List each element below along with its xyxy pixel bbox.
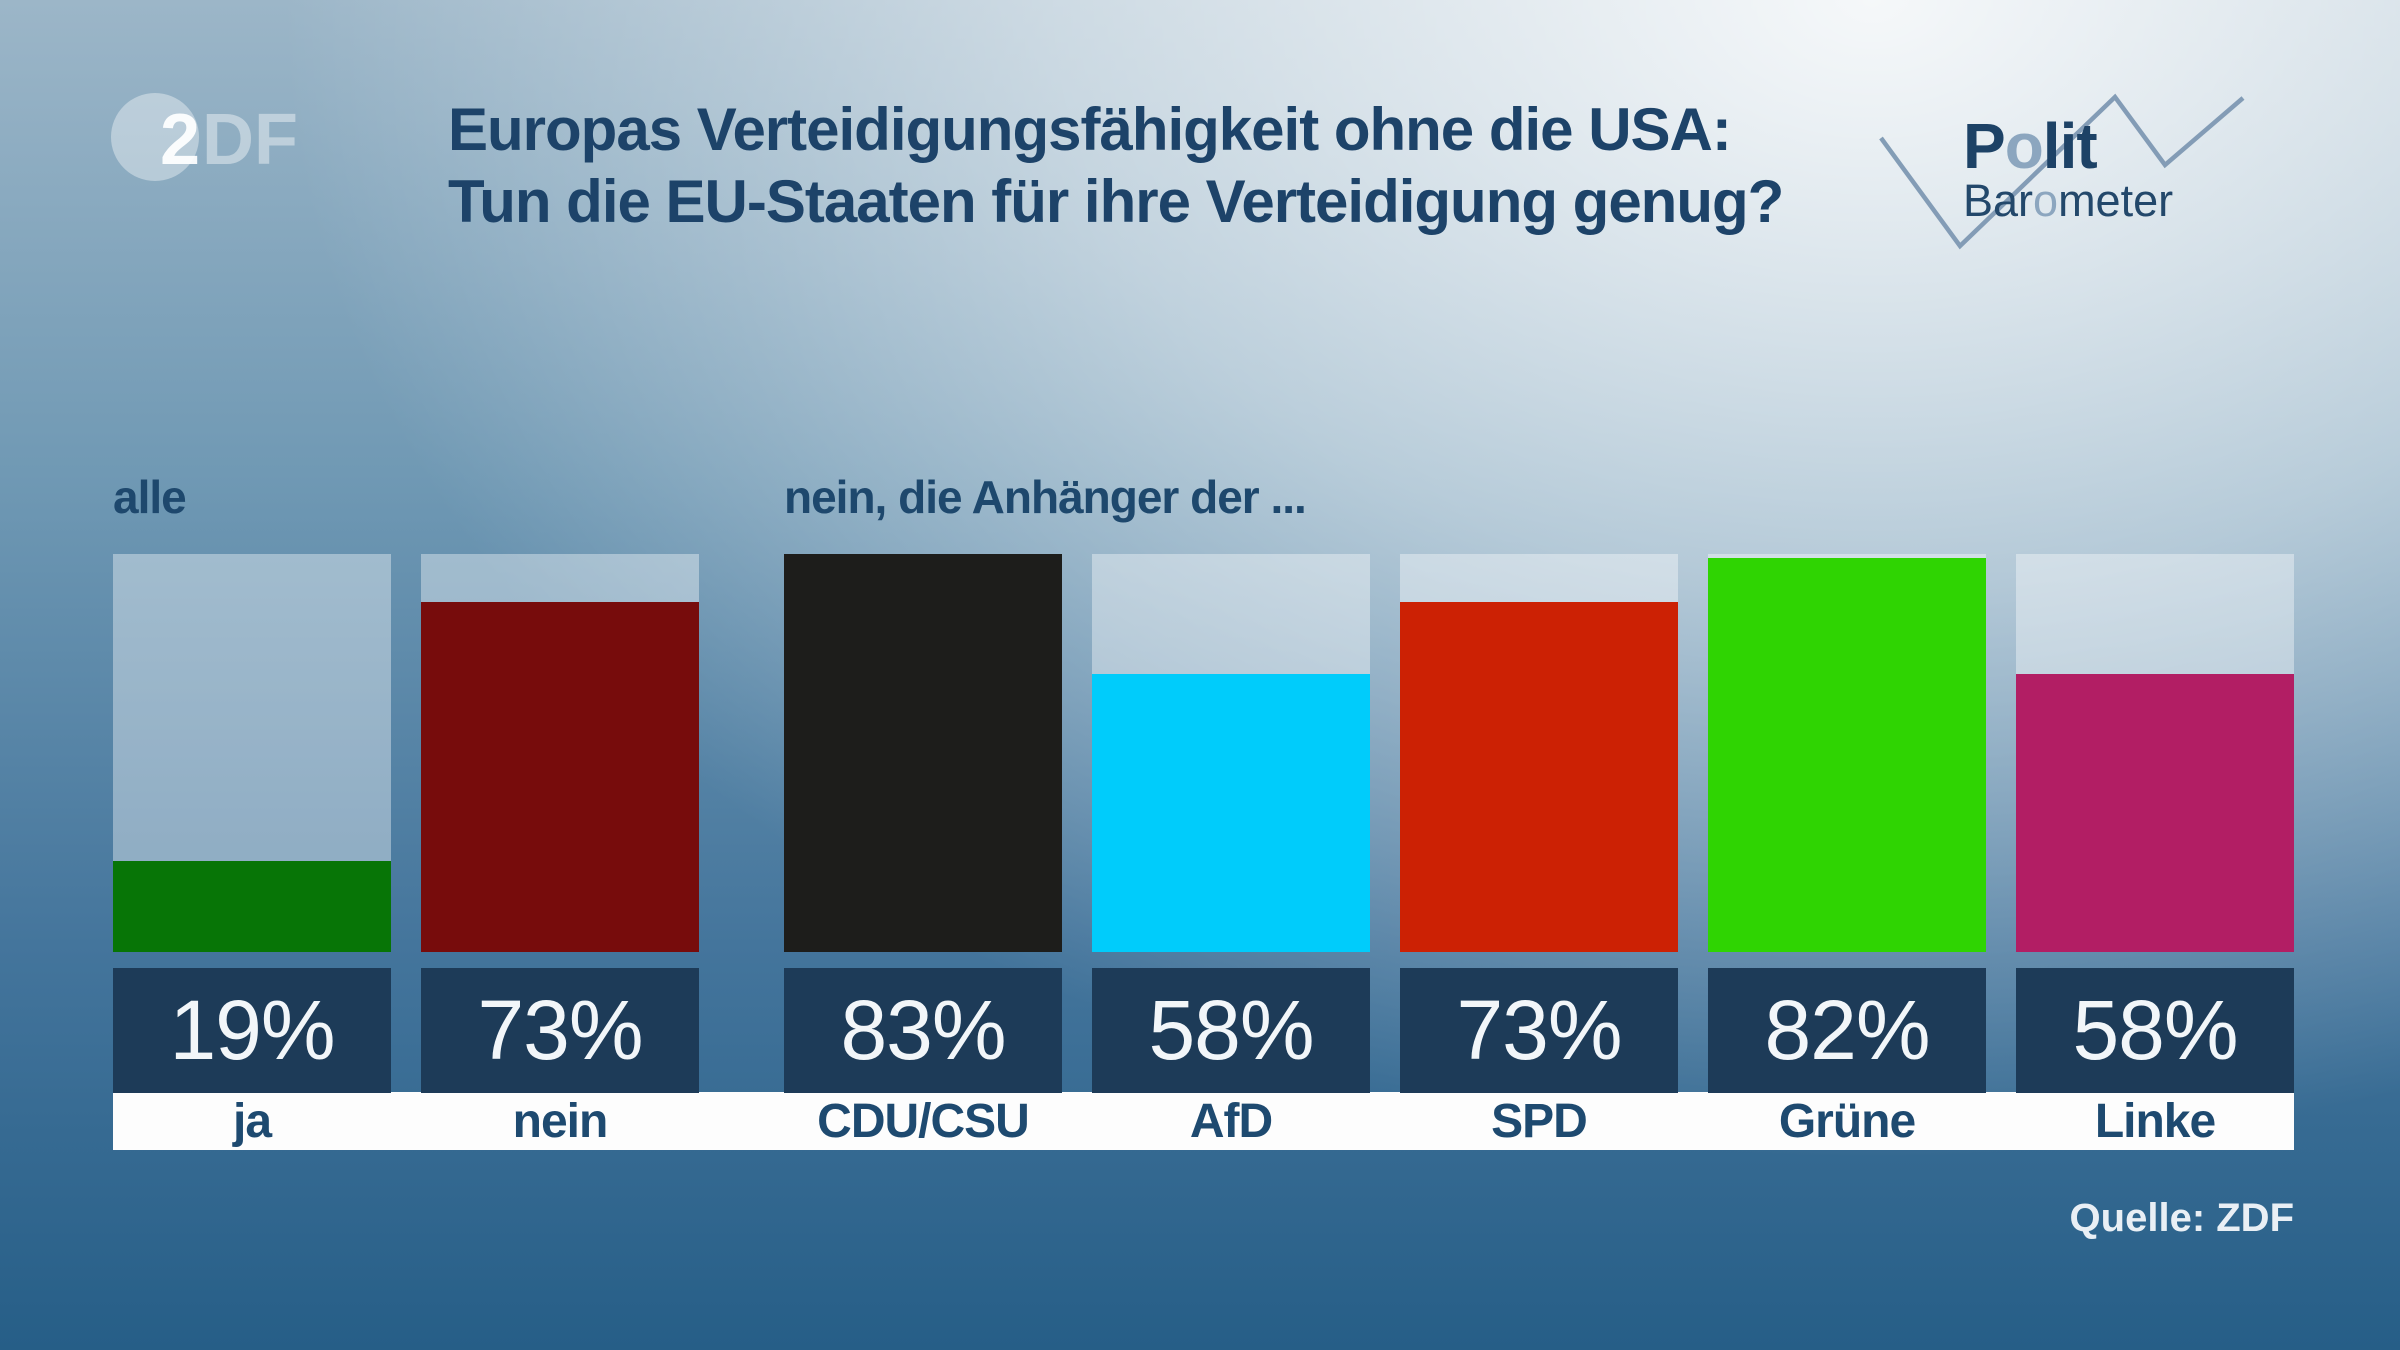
group-label-alle: alle [113,471,187,523]
category-label-afd: AfD [1189,1094,1273,1148]
zdf-logo-2: 2 [160,100,200,180]
zdf-logo: 2 DF [111,93,298,181]
percent-value-nein: 73% [477,983,643,1077]
chart-title-line1: Europas Verteidigungsfähigkeit ohne die … [448,96,1732,163]
category-label-nein: nein [512,1094,609,1148]
group-label-nein-die-anhanger-der: nein, die Anhänger der ... [784,471,1307,523]
percent-value-linke: 58% [2072,983,2238,1077]
percent-box-grune: 82% [1708,968,1986,1093]
category-label-strip [113,1092,2294,1150]
bar-fill-cdu-csu [784,553,1062,952]
zdf-logo-df: DF [202,100,298,180]
politbarometer-logo: Polit Barometer [1865,80,2325,275]
bar-column-grune [1708,553,1986,952]
percent-value-cdu-csu: 83% [840,983,1006,1077]
baro-pre: Bar [1963,175,2034,226]
bar-fill-afd [1092,673,1370,952]
category-label-spd: SPD [1491,1094,1588,1148]
category-label-grune: Grüne [1778,1094,1916,1148]
zigzag-line-icon [1879,93,2245,250]
category-label-linke: Linke [2094,1094,2216,1148]
category-label-ja: ja [232,1094,272,1148]
politbarometer-logo-barometer: Barometer [1963,178,2173,223]
percent-box-cdu-csu: 83% [784,968,1062,1093]
bar-column-cdu-csu [784,553,1062,952]
baro-rest: meter [2058,175,2174,226]
polit-rest: lit [2042,110,2098,182]
percent-box-nein: 73% [421,968,699,1093]
percent-value-afd: 58% [1148,983,1314,1077]
bar-column-ja [113,553,391,952]
percent-value-ja: 19% [169,983,335,1077]
polit-p: P [1963,110,2006,182]
chart-title-line2: Tun die EU-Staaten für ihre Verteidigung… [448,168,1784,235]
percent-box-spd: 73% [1400,968,1678,1093]
politbarometer-logo-polit: Polit [1963,114,2098,178]
percent-value-grune: 82% [1764,983,1930,1077]
bar-column-afd [1092,553,1370,952]
percent-box-ja: 19% [113,968,391,1093]
bar-fill-ja [113,860,391,952]
percent-box-afd: 58% [1092,968,1370,1093]
category-label-cdu-csu: CDU/CSU [817,1094,1030,1148]
zdf-logo-circle [111,93,199,181]
bar-column-nein [421,553,699,952]
bar-column-linke [2016,553,2294,952]
chart-title: Europas Verteidigungsfähigkeit ohne die … [448,94,1784,238]
bar-column-spd [1400,553,1678,952]
polit-o: o [2004,110,2044,182]
bar-fill-spd [1400,601,1678,952]
percent-value-spd: 73% [1456,983,1622,1077]
percent-box-linke: 58% [2016,968,2294,1093]
bar-fill-linke [2016,673,2294,952]
baro-o: o [2033,175,2059,226]
source-credit: Quelle: ZDF [2069,1196,2294,1240]
bar-fill-grune [1708,558,1986,952]
bar-fill-nein [421,601,699,952]
